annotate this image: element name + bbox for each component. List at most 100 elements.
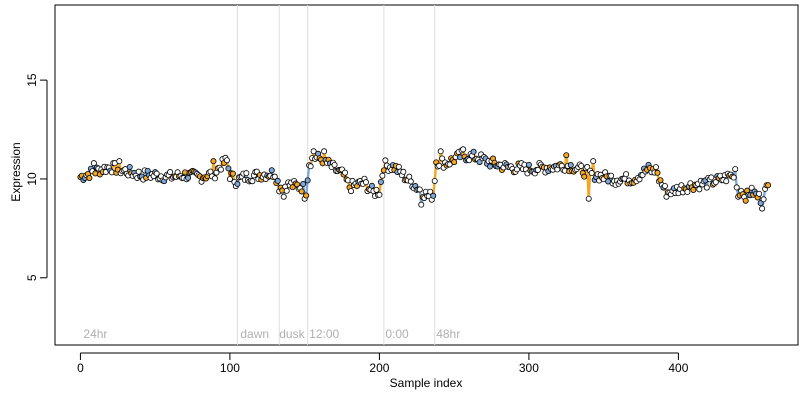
data-point [229, 170, 236, 177]
data-point [310, 148, 317, 155]
data-point [581, 173, 588, 180]
time-annotation: dusk [279, 327, 305, 341]
data-point [300, 181, 307, 188]
time-annotation: 48hr [436, 327, 460, 341]
data-point [90, 160, 97, 167]
data-point [525, 161, 532, 168]
data-point [757, 200, 764, 207]
data-point [376, 191, 383, 198]
data-point [608, 172, 615, 179]
data-point [470, 148, 477, 155]
data-point [348, 188, 355, 195]
data-point [268, 167, 275, 174]
data-point [733, 184, 740, 191]
data-point [690, 187, 697, 194]
data-point [126, 163, 133, 170]
data-point [303, 192, 310, 199]
data-point [407, 178, 414, 185]
data-point [167, 169, 174, 176]
data-point [430, 192, 437, 199]
data-point [307, 163, 314, 170]
data-point [563, 152, 570, 159]
data-point [652, 164, 659, 171]
data-point [623, 171, 630, 178]
data-point [534, 166, 541, 173]
data-point [274, 177, 281, 184]
data-point [249, 178, 256, 185]
data-point [362, 179, 369, 186]
data-point [431, 177, 438, 184]
y-axis: 5 10 15 [25, 73, 48, 281]
plot-frame [54, 4, 799, 346]
x-tick-label: 100 [220, 361, 240, 375]
data-point [210, 158, 217, 165]
data-point [342, 169, 349, 176]
data-point [116, 158, 123, 165]
data-point [732, 166, 739, 173]
data-point [373, 186, 380, 193]
data-point [185, 174, 192, 181]
data-point [283, 187, 290, 194]
data-point [439, 155, 446, 162]
time-annotation: 12:00 [309, 327, 339, 341]
data-point [427, 188, 434, 195]
data-point [476, 159, 483, 166]
data-point [708, 174, 715, 181]
data-point [234, 181, 241, 188]
data-point [382, 157, 389, 164]
data-point [331, 161, 338, 168]
data-point [460, 146, 467, 153]
data-point [280, 193, 287, 200]
data-point [217, 166, 224, 173]
data-point [742, 197, 749, 204]
data-point [513, 166, 520, 173]
time-annotation: dawn [240, 327, 269, 341]
data-point [418, 201, 425, 208]
data-point [696, 186, 703, 193]
data-point [321, 148, 328, 155]
data-point [759, 205, 766, 212]
data-point [466, 157, 473, 164]
data-point [271, 173, 278, 180]
y-tick-label: 10 [25, 172, 39, 186]
data-point [588, 170, 595, 177]
x-tick-label: 400 [668, 361, 688, 375]
data-point [765, 182, 772, 189]
data-point [226, 176, 233, 183]
y-tick-label: 15 [25, 73, 39, 87]
data-point [756, 190, 763, 197]
data-point [567, 162, 574, 169]
data-point [723, 178, 730, 185]
data-point [451, 159, 458, 166]
data-point [712, 179, 719, 186]
data-point [135, 168, 142, 175]
data-point [368, 182, 375, 189]
data-point [153, 170, 160, 177]
data-point [86, 175, 93, 182]
data-point [400, 168, 407, 175]
x-tick-label: 200 [369, 361, 389, 375]
data-point [590, 158, 597, 165]
time-annotation: 0:00 [385, 327, 409, 341]
data-point [379, 172, 386, 179]
time-annotation: 24hr [83, 327, 107, 341]
data-point [225, 165, 232, 172]
y-axis-label: Expression [9, 142, 23, 201]
x-tick-label: 300 [519, 361, 539, 375]
data-point [730, 174, 737, 181]
data-point [243, 170, 250, 177]
data-points [77, 146, 772, 212]
data-point [377, 178, 384, 185]
time-annotations: 24hr dawn dusk 12:00 0:00 48hr [83, 327, 460, 341]
data-point [760, 196, 767, 203]
y-tick-label: 5 [25, 274, 39, 281]
x-tick-label: 0 [77, 361, 84, 375]
data-point [416, 186, 423, 193]
data-point [684, 188, 691, 195]
x-axis: 0 100 200 300 400 [77, 352, 689, 375]
data-point [304, 177, 311, 184]
data-point [298, 188, 305, 195]
data-point [748, 184, 755, 191]
data-point [437, 148, 444, 155]
